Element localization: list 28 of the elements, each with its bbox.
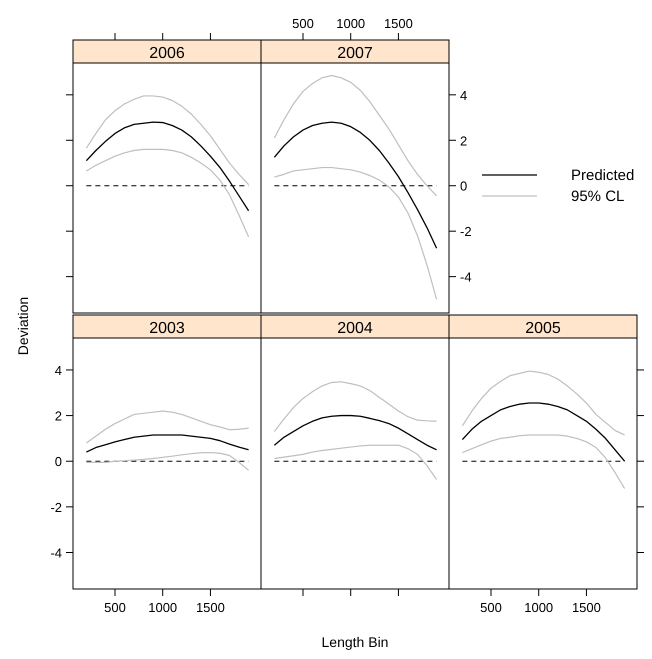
chart-title: 2003 xyxy=(149,320,185,337)
x-tick-label: 1500 xyxy=(196,600,225,615)
chart-title: 2006 xyxy=(149,45,185,62)
y-tick-label: 4 xyxy=(54,362,62,378)
x-axis-title: Length Bin xyxy=(322,634,388,650)
y2-tick-label: 4 xyxy=(460,88,468,103)
y2-tick-label: 0 xyxy=(460,178,468,194)
legend-label: Predicted xyxy=(571,167,634,184)
y-tick-label: -2 xyxy=(50,500,62,515)
y2-tick-label: -4 xyxy=(460,270,472,285)
y2-tick-label: 2 xyxy=(460,133,468,148)
y-tick-label: 0 xyxy=(54,454,62,470)
x-tick-label: 1500 xyxy=(572,600,601,615)
x-tick-label: 500 xyxy=(292,16,314,31)
chart-title: 2007 xyxy=(337,45,373,62)
legend-label: 95% CL xyxy=(571,188,624,205)
chart-title: 2005 xyxy=(525,320,561,337)
x-tick-label: 500 xyxy=(480,600,502,615)
x-tick-label: 500 xyxy=(104,600,126,615)
x-tick-label: 1500 xyxy=(384,16,413,31)
chart-title: 2004 xyxy=(337,320,373,337)
x-tick-label: 1000 xyxy=(148,600,178,615)
y-tick-label: 2 xyxy=(54,408,62,424)
y-axis-title: Deviation xyxy=(15,296,31,356)
x-tick-label: 1000 xyxy=(336,16,366,31)
x-tick-label: 1000 xyxy=(524,600,554,615)
y2-tick-label: -2 xyxy=(460,224,472,240)
y-tick-label: -4 xyxy=(50,545,62,560)
